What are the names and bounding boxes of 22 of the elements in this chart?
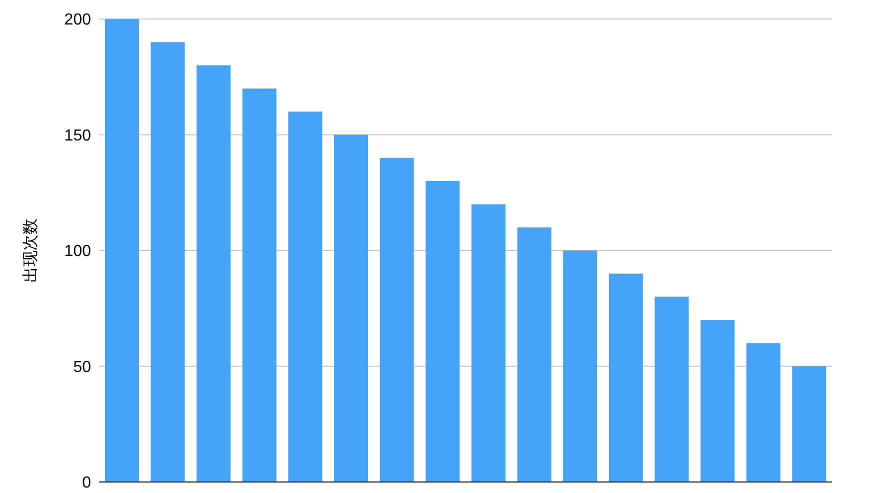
y-tick-label: 50 [73,358,92,376]
bar [334,134,368,482]
bar [150,42,185,482]
y-tick-label: 200 [64,12,92,29]
bar [608,274,643,482]
bar [654,296,689,482]
bar [517,227,552,482]
y-axis-title: 出现次数 [22,218,40,282]
y-tick-label: 100 [64,243,92,260]
bar [426,181,460,482]
bar [471,204,506,482]
bar [104,19,139,482]
bar [242,88,276,482]
y-tick-label: 0 [82,474,92,492]
bar [380,158,414,482]
bar [792,366,826,482]
bar [746,343,780,482]
y-tick-label: 150 [64,127,92,144]
bar [563,250,598,482]
bar [700,320,735,482]
bar [288,112,322,482]
bar [196,65,231,482]
